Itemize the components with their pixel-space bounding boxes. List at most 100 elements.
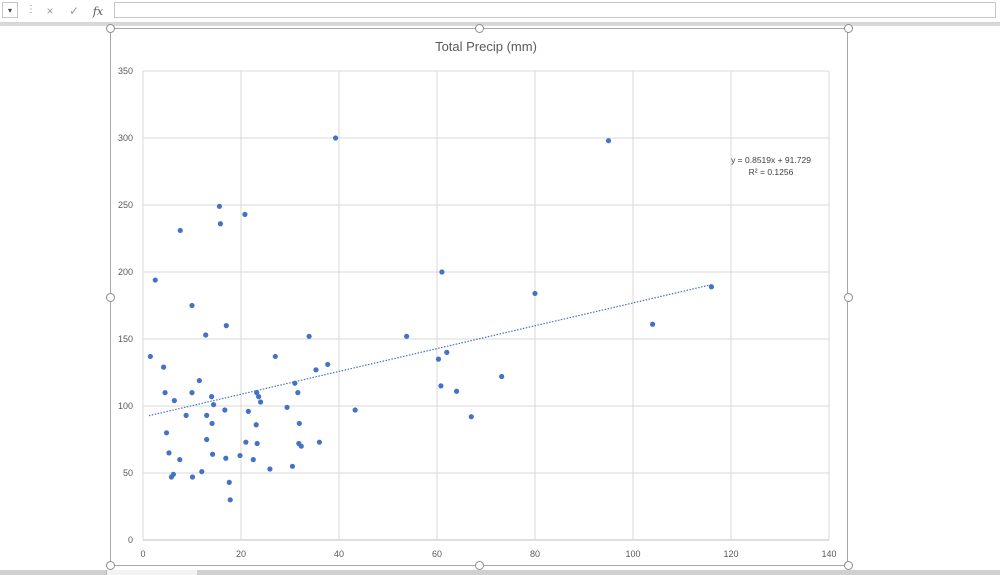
data-point <box>210 402 217 408</box>
resize-handle-top-left[interactable] <box>106 24 115 33</box>
resize-handle-bottom-left[interactable] <box>106 561 115 570</box>
data-point <box>170 471 176 477</box>
data-point <box>352 407 358 413</box>
data-point <box>272 353 278 360</box>
data-point <box>199 469 205 475</box>
y-tick-label: 50 <box>123 468 133 478</box>
data-point <box>189 390 195 396</box>
data-point <box>404 333 410 339</box>
chart-title: Total Precip (mm) <box>435 39 537 54</box>
x-tick-label: 120 <box>723 549 738 559</box>
data-point <box>160 364 167 370</box>
data-point <box>189 302 195 309</box>
data-point <box>254 440 260 447</box>
resize-handle-top-right[interactable] <box>844 24 853 33</box>
data-point <box>499 373 505 380</box>
y-tick-label: 0 <box>128 535 133 545</box>
data-point <box>209 451 216 457</box>
formula-bar: ▾ ⋮ × ✓ fx <box>0 0 1000 23</box>
sheet-tab[interactable] <box>106 570 197 575</box>
data-point <box>227 497 233 503</box>
data-point <box>605 138 612 144</box>
data-point <box>216 203 223 209</box>
data-point <box>147 353 153 360</box>
data-point <box>444 349 450 355</box>
data-point <box>254 390 260 396</box>
data-point <box>177 457 183 463</box>
data-point <box>532 290 538 297</box>
data-point <box>468 414 474 420</box>
data-point <box>226 479 232 485</box>
data-point <box>183 412 189 418</box>
resize-handle-top[interactable] <box>475 24 484 33</box>
trendline-equation: y = 0.8519x + 91.729 <box>731 155 811 165</box>
data-point <box>203 332 209 338</box>
data-point <box>267 466 273 472</box>
data-point <box>177 227 183 234</box>
data-point <box>708 284 715 290</box>
y-tick-label: 300 <box>118 133 133 143</box>
data-point <box>253 422 259 428</box>
data-point <box>439 269 445 275</box>
y-tick-label: 250 <box>118 200 133 210</box>
data-point <box>289 463 296 469</box>
data-point <box>435 356 442 362</box>
data-point <box>258 399 264 405</box>
data-point <box>171 398 177 404</box>
enter-icon[interactable]: ✓ <box>68 4 80 18</box>
data-point <box>162 390 168 396</box>
data-point <box>332 135 339 141</box>
x-tick-label: 20 <box>236 549 246 559</box>
sheet-tabs-bar <box>0 570 1000 575</box>
data-point <box>284 404 290 410</box>
data-point <box>306 333 312 339</box>
data-point <box>292 380 298 386</box>
y-tick-label: 350 <box>118 66 133 76</box>
data-point <box>223 455 229 461</box>
y-tick-label: 100 <box>118 401 133 411</box>
column-header-strip <box>0 23 1000 26</box>
y-tick-label: 200 <box>118 267 133 277</box>
resize-handle-right[interactable] <box>844 293 853 302</box>
formula-input[interactable] <box>114 2 996 18</box>
trendline <box>148 284 712 417</box>
data-point <box>296 420 302 427</box>
chart-svg: Total Precip (mm) 0 50 100 150 200 250 300 350 0 2… <box>118 39 837 559</box>
data-point <box>152 277 158 283</box>
x-tick-label: 40 <box>334 549 344 559</box>
data-point <box>163 430 170 436</box>
chart-area[interactable]: Total Precip (mm) 0 50 100 150 200 250 300 350 0 2… <box>110 28 848 566</box>
data-point <box>204 436 210 443</box>
x-tick-label: 80 <box>530 549 540 559</box>
resize-handle-left[interactable] <box>106 293 115 302</box>
data-point <box>189 474 196 480</box>
y-tick-label: 150 <box>118 334 133 344</box>
data-point <box>209 420 215 427</box>
name-box-dropdown-icon[interactable]: ▾ <box>2 2 18 18</box>
data-point <box>242 211 248 217</box>
data-point <box>250 457 256 463</box>
insert-function-icon[interactable]: fx <box>92 4 104 18</box>
data-point <box>243 439 249 445</box>
cancel-icon[interactable]: × <box>46 4 54 18</box>
data-point <box>298 443 304 449</box>
data-point <box>454 388 460 394</box>
data-point <box>217 221 224 227</box>
data-point <box>166 450 172 456</box>
data-point <box>223 323 229 329</box>
data-point <box>222 407 228 413</box>
data-point <box>316 439 322 445</box>
trendline-r-squared: R² = 0.1256 <box>749 167 794 177</box>
x-tick-label: 0 <box>140 549 145 559</box>
x-tick-label: 100 <box>625 549 640 559</box>
data-point <box>325 361 331 368</box>
data-point <box>256 394 262 400</box>
data-point <box>295 390 301 396</box>
data-point <box>196 377 202 384</box>
x-tick-label: 140 <box>821 549 836 559</box>
formula-bar-grip-icon: ⋮ <box>26 4 36 15</box>
data-point <box>438 383 444 389</box>
resize-handle-bottom-right[interactable] <box>844 561 853 570</box>
resize-handle-bottom[interactable] <box>475 561 484 570</box>
data-point <box>237 452 243 459</box>
